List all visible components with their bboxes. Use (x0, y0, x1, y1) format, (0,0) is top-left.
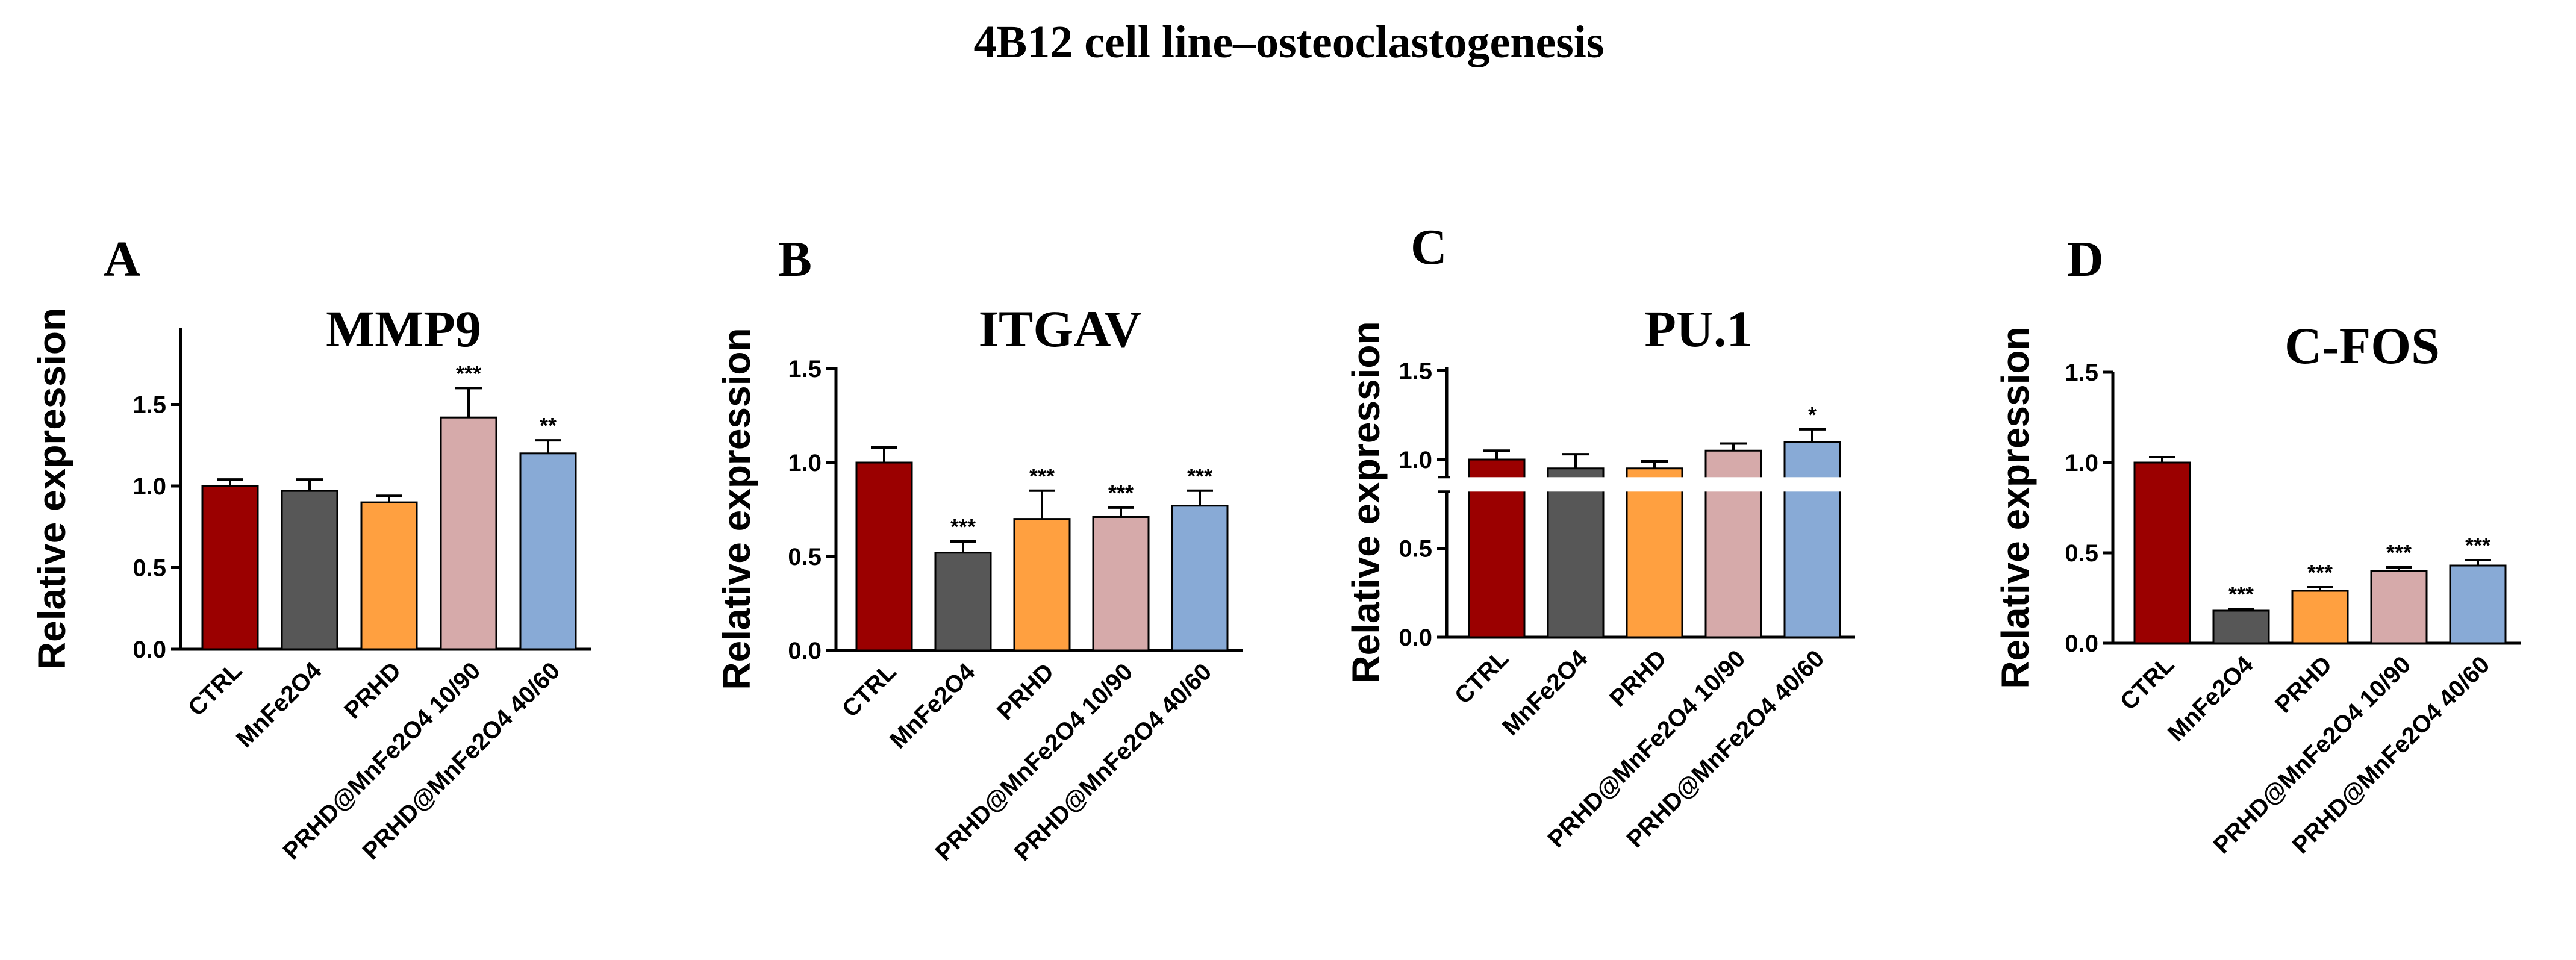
significance-label: *** (2465, 533, 2490, 558)
y-tick-label: 0.5 (133, 555, 166, 582)
y-axis-title: Relative expression (715, 328, 758, 690)
bar (1626, 467, 1683, 638)
bar (2291, 590, 2349, 644)
panel-label: C (1411, 219, 1447, 275)
significance-label: *** (1029, 464, 1055, 488)
y-tick-label: 0.5 (788, 544, 822, 570)
y-tick-label: 0.0 (788, 638, 822, 664)
y-tick-label: 0.5 (2065, 540, 2098, 567)
panel-a: A MMP9 Relative expression 0.0 0.5 1.0 1.5 CTRL… (30, 231, 591, 865)
category-label: PRHD (339, 657, 406, 724)
bar (360, 501, 418, 650)
significance-label: *** (456, 361, 481, 385)
significance-label: *** (2386, 540, 2412, 565)
bar (934, 552, 992, 652)
y-tick-label: 0.0 (133, 637, 166, 663)
y-tick-label: 1.5 (788, 356, 822, 382)
bar (1547, 467, 1605, 638)
category-label: CTRL (183, 657, 248, 722)
y-tick-label: 0.5 (1399, 536, 1432, 563)
category-label: MnFe2O4 (885, 658, 981, 754)
y-axis-title: Relative expression (30, 308, 73, 670)
category-label: PRHD (1605, 645, 1671, 712)
y-tick-label: 1.0 (788, 450, 822, 476)
category-label: MnFe2O4 (2163, 651, 2259, 747)
y-tick-label: 1.5 (2065, 360, 2098, 386)
category-label: MnFe2O4 (231, 657, 327, 753)
bar (201, 485, 259, 650)
category-label: MnFe2O4 (1497, 645, 1593, 741)
bar (2449, 564, 2507, 644)
y-tick-label: 1.0 (1399, 447, 1432, 473)
panel-c: C PU.1 Relative expression 0.0 0.5 1.0 1.5 CTRL… (1344, 219, 1855, 853)
category-label: CTRL (1450, 645, 1514, 709)
bar (855, 461, 913, 652)
significance-label: ** (540, 413, 557, 438)
bar (2370, 570, 2428, 644)
bar (1013, 518, 1071, 652)
bar (281, 490, 338, 650)
bar (1783, 441, 1841, 638)
chart-title: PU.1 (1644, 300, 1752, 358)
bar (1171, 505, 1229, 652)
bar (440, 416, 497, 650)
y-tick-label: 0.0 (2065, 631, 2098, 657)
y-axis-title: Relative expression (1994, 326, 2037, 688)
bar (2133, 461, 2191, 644)
panel-label: D (2067, 231, 2104, 287)
category-label: PRHD (2270, 651, 2337, 718)
y-tick-label: 0.0 (1399, 625, 1432, 651)
significance-label: * (1808, 402, 1817, 427)
significance-label: *** (1187, 464, 1212, 488)
chart-title: ITGAV (979, 300, 1142, 358)
bar (519, 452, 577, 650)
significance-label: *** (1108, 481, 1134, 505)
figure-title: 4B12 cell line–osteoclastogenesis (974, 17, 1605, 67)
chart-title: MMP9 (326, 300, 481, 358)
panel-b: B ITGAV Relative expression 0.0 0.5 1.0 1.5 CTR… (715, 231, 1243, 866)
panel-d: D C-FOS Relative expression 0.0 0.5 1.0 1.5 CTR… (1994, 231, 2521, 859)
chart-title: C-FOS (2284, 317, 2440, 375)
bar (2212, 609, 2270, 644)
panel-label: A (104, 231, 140, 287)
y-tick-label: 1.0 (2065, 450, 2098, 476)
y-tick-label: 1.0 (133, 473, 166, 500)
y-axis-title: Relative expression (1344, 321, 1388, 683)
bar (1092, 516, 1150, 652)
panel-label: B (778, 231, 812, 287)
significance-label: *** (950, 514, 976, 539)
significance-label: *** (2228, 582, 2254, 606)
category-label: CTRL (837, 658, 902, 723)
y-tick-label: 1.5 (1399, 358, 1432, 385)
y-tick-label: 1.5 (133, 392, 166, 419)
category-label: PRHD (992, 658, 1059, 725)
significance-label: *** (2307, 560, 2333, 585)
category-label: CTRL (2115, 651, 2180, 715)
axis-break-band (1438, 477, 1855, 492)
